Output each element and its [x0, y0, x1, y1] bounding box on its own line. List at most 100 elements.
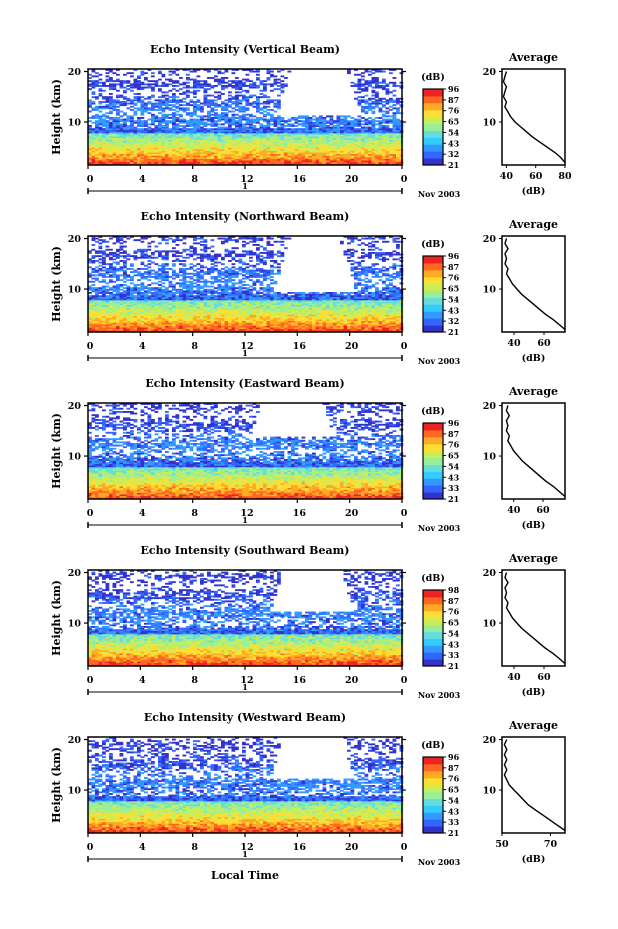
heatmap-cell [162, 82, 166, 84]
heatmap-cell [155, 125, 159, 127]
heatmap-cell [134, 93, 138, 95]
heatmap-cell [225, 82, 229, 84]
heatmap-cell [106, 72, 110, 74]
heatmap-cell [260, 123, 264, 125]
heatmap-cell [155, 99, 159, 101]
heatmap-cell [281, 80, 285, 82]
x-tick-label: 0 [87, 174, 94, 185]
heatmap-cell [127, 85, 131, 87]
heatmap-cell [151, 80, 155, 82]
heatmap-cell [235, 114, 239, 116]
heatmap-cell [270, 74, 274, 76]
heatmap-cell [120, 119, 124, 121]
heatmap-cell [274, 103, 278, 105]
heatmap-cell [155, 109, 159, 111]
heatmap-cell [253, 101, 257, 103]
heatmap-cell [193, 119, 197, 121]
colorbar-swatch [423, 117, 443, 124]
heatmap-cell [253, 125, 257, 127]
heatmap-cell [249, 103, 253, 105]
heatmap-cell [116, 79, 120, 81]
heatmap-cell [176, 117, 180, 119]
heatmap-cell [92, 128, 96, 130]
heatmap-cell [151, 75, 155, 77]
heatmap-cell [326, 115, 330, 117]
heatmap-cell [169, 117, 173, 119]
heatmap-cell [372, 106, 376, 108]
heatmap-cell [130, 109, 134, 111]
heatmap-cell [263, 101, 267, 103]
heatmap-cell [253, 82, 257, 84]
heatmap-cell [120, 101, 124, 103]
heatmap-cell [186, 107, 190, 109]
heatmap-cell [169, 96, 173, 98]
heatmap-cell [211, 107, 215, 109]
heatmap-cell [169, 79, 173, 81]
heatmap-cell [162, 125, 166, 127]
heatmap-cell [130, 83, 134, 85]
heatmap-cell [375, 77, 379, 79]
heatmap-cell [127, 115, 131, 117]
heatmap-cell [347, 115, 351, 117]
heatmap-cell [340, 119, 344, 121]
heatmap-cell [358, 96, 362, 98]
colorbar-tick-label: 54 [448, 127, 460, 137]
heatmap-cell [263, 106, 267, 108]
heatmap-cell [225, 103, 229, 105]
heatmap-cell [169, 128, 173, 130]
heatmap-cell [270, 128, 274, 130]
date-label: Nov 2003 [418, 189, 461, 199]
heatmap-cell [389, 128, 393, 130]
heatmap-cell [291, 123, 295, 125]
heatmap-cell [134, 103, 138, 105]
heatmap-cell [274, 128, 278, 130]
heatmap-cell [393, 77, 397, 79]
colorbar-tick-label: 65 [448, 117, 459, 127]
heatmap-cell [176, 80, 180, 82]
heatmap-cell [393, 82, 397, 84]
y-tick-label: 10 [68, 118, 82, 129]
heatmap-cell [246, 96, 250, 98]
heatmap-cell [200, 127, 204, 129]
heatmap-cell [372, 98, 376, 100]
heatmap-cell [228, 83, 232, 85]
x-tick-label: 16 [293, 174, 307, 185]
heatmap-cell [393, 107, 397, 109]
heatmap-cell [270, 123, 274, 125]
heatmap-cell [109, 96, 113, 98]
heatmap-cell [375, 117, 379, 119]
heatmap-cell [95, 80, 99, 82]
heatmap-cell [172, 88, 176, 90]
heatmap-cell [190, 104, 194, 106]
heatmap-cell [267, 112, 271, 114]
heatmap-cell [298, 128, 302, 130]
heatmap-cell [361, 120, 365, 122]
heatmap-cell [288, 71, 292, 73]
heatmap-cell [218, 123, 222, 125]
heatmap-cell [225, 112, 229, 114]
heatmap-cell [151, 83, 155, 85]
heatmap-cell [218, 95, 222, 97]
heatmap-cell [151, 87, 155, 89]
heatmap-cell [302, 120, 306, 122]
heatmap-cell [158, 117, 162, 119]
heatmap-cell [340, 127, 344, 129]
heatmap-cell [246, 85, 250, 87]
heatmap-cell [242, 106, 246, 108]
heatmap-cell [267, 77, 271, 79]
heatmap-cell [172, 85, 176, 87]
heatmap-cell [214, 120, 218, 122]
heatmap-cell [358, 119, 362, 121]
heatmap-cell [270, 71, 274, 73]
heatmap-cell [291, 117, 295, 119]
heatmap-cell [200, 103, 204, 105]
heatmap-cell [172, 80, 176, 82]
heatmap-cell [358, 99, 362, 101]
heatmap-cell [106, 96, 110, 98]
heatmap-cell [351, 85, 355, 87]
heatmap-cell [288, 123, 292, 125]
colorbar-swatch [423, 137, 443, 144]
heatmap-cell [365, 119, 369, 121]
heatmap-cell [204, 88, 208, 90]
heatmap-cell [144, 103, 148, 105]
